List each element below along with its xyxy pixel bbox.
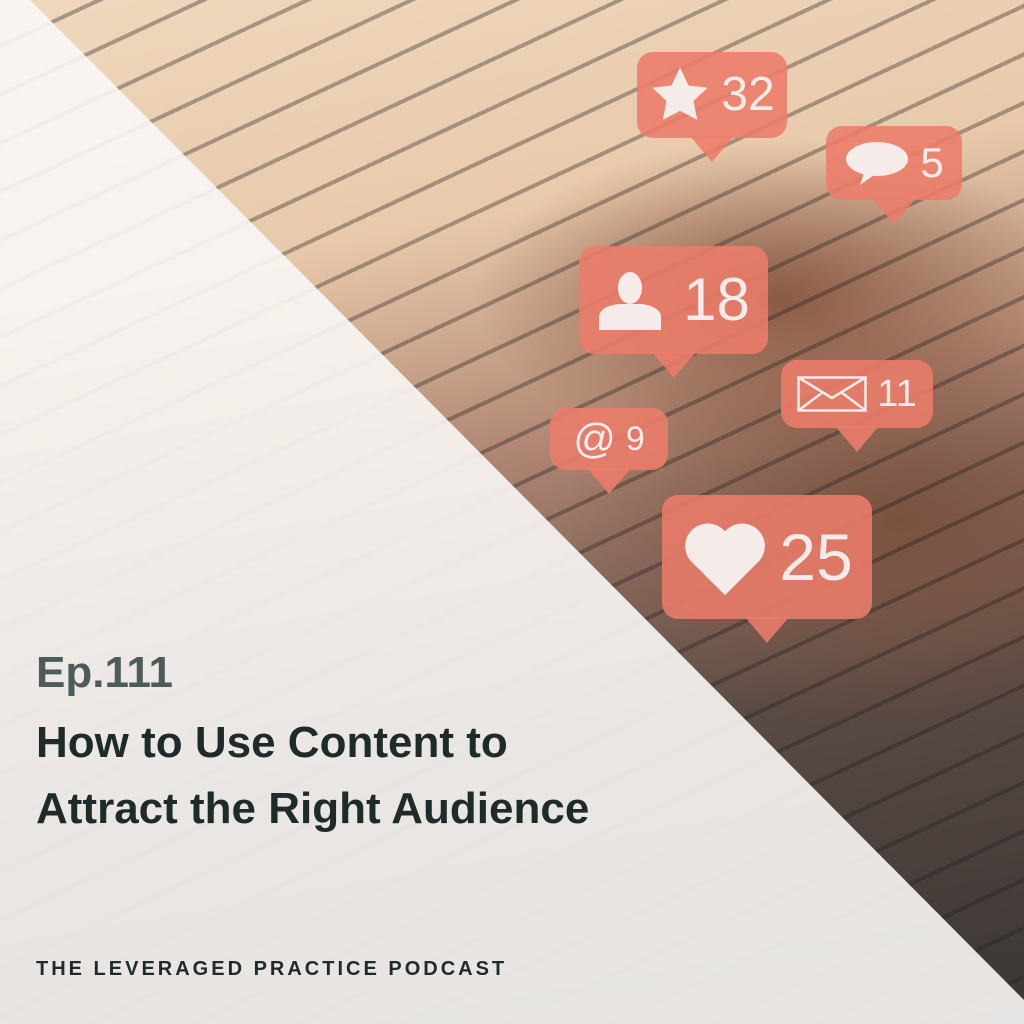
mention-count: 9 [625, 420, 645, 458]
envelope-icon [797, 376, 868, 412]
comment-count: 5 [920, 139, 944, 186]
heart-icon [685, 523, 766, 596]
speech-bubble-icon [846, 142, 909, 185]
notification-bubble-stars: 32 [637, 52, 787, 138]
episode-title-line-2: Attract the Right Audience [36, 784, 590, 833]
user-icon [599, 272, 662, 330]
like-count: 25 [779, 520, 853, 594]
episode-title-line-1: How to Use Content to [36, 718, 508, 767]
notification-bubble-messages: 11 [781, 360, 933, 428]
star-count: 32 [721, 68, 775, 121]
message-count: 11 [877, 373, 917, 415]
notification-bubble-mentions: @ 9 [550, 408, 668, 470]
notification-bubble-comments: 5 [826, 126, 962, 200]
podcast-name: THE LEVERAGED PRACTICE PODCAST [36, 958, 508, 980]
at-sign-icon: @ [573, 415, 616, 462]
notification-bubble-likes: 25 [662, 495, 872, 619]
episode-number: Ep.111 [36, 648, 174, 697]
follower-count: 18 [683, 266, 750, 333]
notification-bubble-followers: 18 [579, 246, 768, 354]
star-icon [652, 67, 708, 120]
